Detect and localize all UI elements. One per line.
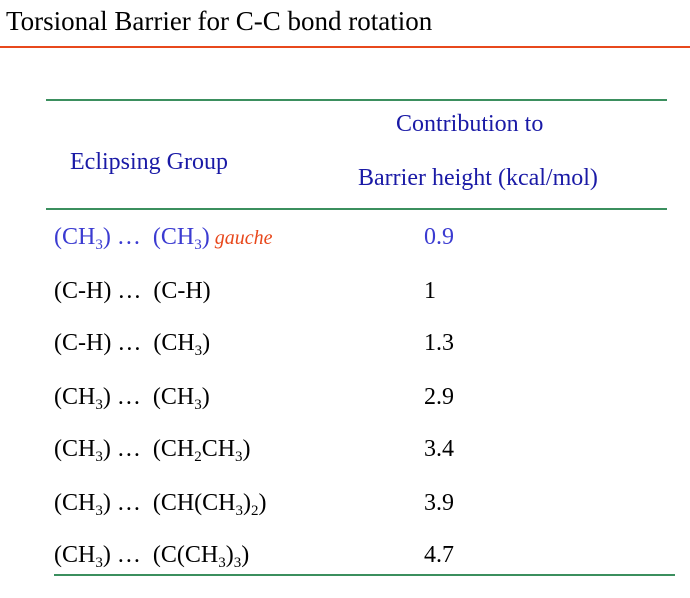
group-separator: … [110, 436, 153, 462]
group-a: (CH3) [54, 384, 111, 413]
formula-text: (C-H) [153, 278, 211, 304]
formula-text: ) [102, 542, 111, 568]
group-a: (CH3) [54, 542, 111, 571]
group-separator: … [110, 542, 153, 568]
group-b: (CH3) [152, 384, 210, 413]
table-top-rule [46, 99, 667, 101]
formula-subscript: 3 [235, 449, 243, 465]
formula-text: CH [201, 436, 236, 462]
formula-text: (CH [152, 384, 195, 410]
row-barrier-value: 3.4 [424, 436, 454, 462]
row-eclipsing-group: (CH3) … (CH(CH3)2) [54, 488, 267, 519]
formula-subscript: 3 [95, 397, 103, 413]
page-title: Torsional Barrier for C-C bond rotation [6, 6, 433, 36]
row-eclipsing-group: (CH3) … (C(CH3)3) [54, 540, 250, 571]
group-b: (CH3) [152, 224, 210, 253]
formula-text: ) [102, 490, 111, 516]
formula-text: ) [258, 490, 267, 516]
header-eclipsing-group: Eclipsing Group [70, 149, 228, 175]
group-separator: … [110, 384, 153, 410]
formula-subscript: 3 [95, 555, 103, 571]
formula-text: (CH(CH [152, 490, 236, 516]
formula-subscript: 2 [194, 449, 202, 465]
group-b: (C(CH3)3) [152, 542, 250, 571]
group-a: (CH3) [54, 436, 111, 465]
formula-subscript: 3 [235, 503, 244, 519]
formula-text: ) [201, 384, 210, 410]
row-eclipsing-group: (CH3) … (CH2CH3) [54, 434, 251, 465]
formula-text: (CH [152, 436, 195, 462]
formula-text: (CH [54, 436, 96, 462]
formula-subscript: 3 [95, 449, 103, 465]
formula-text: ) [242, 436, 251, 462]
row-eclipsing-group: (CH3) … (CH3) gauche [54, 222, 272, 253]
formula-subscript: 3 [218, 555, 226, 571]
header-contribution-line1: Contribution to [396, 111, 544, 137]
formula-text: ) [243, 490, 252, 516]
group-a: (CH3) [54, 490, 111, 519]
formula-text: (CH [153, 330, 195, 356]
formula-subscript: 3 [194, 397, 202, 413]
row-barrier-value: 1.3 [424, 330, 454, 356]
group-separator: … [111, 330, 154, 356]
formula-subscript: 3 [233, 555, 242, 571]
group-b: (C-H) [153, 278, 210, 304]
formula-text: (C-H) [54, 278, 112, 304]
group-separator: … [110, 224, 153, 250]
formula-text: (CH [54, 384, 96, 410]
header-contribution-line2: Barrier height (kcal/mol) [358, 165, 598, 191]
formula-subscript: 2 [251, 503, 259, 519]
gauche-note: gauche [209, 227, 273, 249]
formula-subscript: 3 [95, 237, 103, 253]
group-a: (C-H) [54, 330, 111, 356]
formula-text: ) [241, 542, 250, 568]
row-barrier-value: 0.9 [424, 224, 454, 250]
group-b: (CH3) [153, 330, 211, 359]
formula-text: (C(CH [152, 542, 219, 568]
group-b: (CH2CH3) [152, 436, 251, 465]
group-a: (CH3) [54, 224, 111, 253]
row-barrier-value: 4.7 [424, 542, 454, 568]
formula-text: (CH [152, 224, 195, 250]
formula-text: (CH [54, 490, 96, 516]
row-eclipsing-group: (CH3) … (CH3) [54, 382, 210, 413]
title-divider [0, 46, 690, 48]
row-eclipsing-group: (C-H) … (CH3) [54, 328, 211, 359]
formula-text: ) [202, 330, 211, 356]
table-header-rule [46, 208, 667, 210]
formula-subscript: 3 [194, 237, 202, 253]
table-bottom-rule [54, 574, 675, 576]
row-barrier-value: 3.9 [424, 490, 454, 516]
row-eclipsing-group: (C-H) … (C-H) [54, 276, 211, 306]
formula-text: (CH [54, 542, 96, 568]
formula-text: ) [102, 436, 111, 462]
group-separator: … [111, 278, 154, 304]
formula-text: ) [201, 224, 210, 250]
group-a: (C-H) [54, 278, 111, 304]
group-separator: … [110, 490, 153, 516]
formula-text: (C-H) [54, 330, 112, 356]
formula-subscript: 3 [95, 503, 103, 519]
row-barrier-value: 2.9 [424, 384, 454, 410]
formula-text: ) [225, 542, 234, 568]
row-barrier-value: 1 [424, 278, 436, 304]
formula-text: ) [102, 384, 111, 410]
group-b: (CH(CH3)2) [152, 490, 267, 519]
formula-subscript: 3 [194, 343, 203, 359]
formula-text: ) [102, 224, 111, 250]
formula-text: (CH [54, 224, 96, 250]
